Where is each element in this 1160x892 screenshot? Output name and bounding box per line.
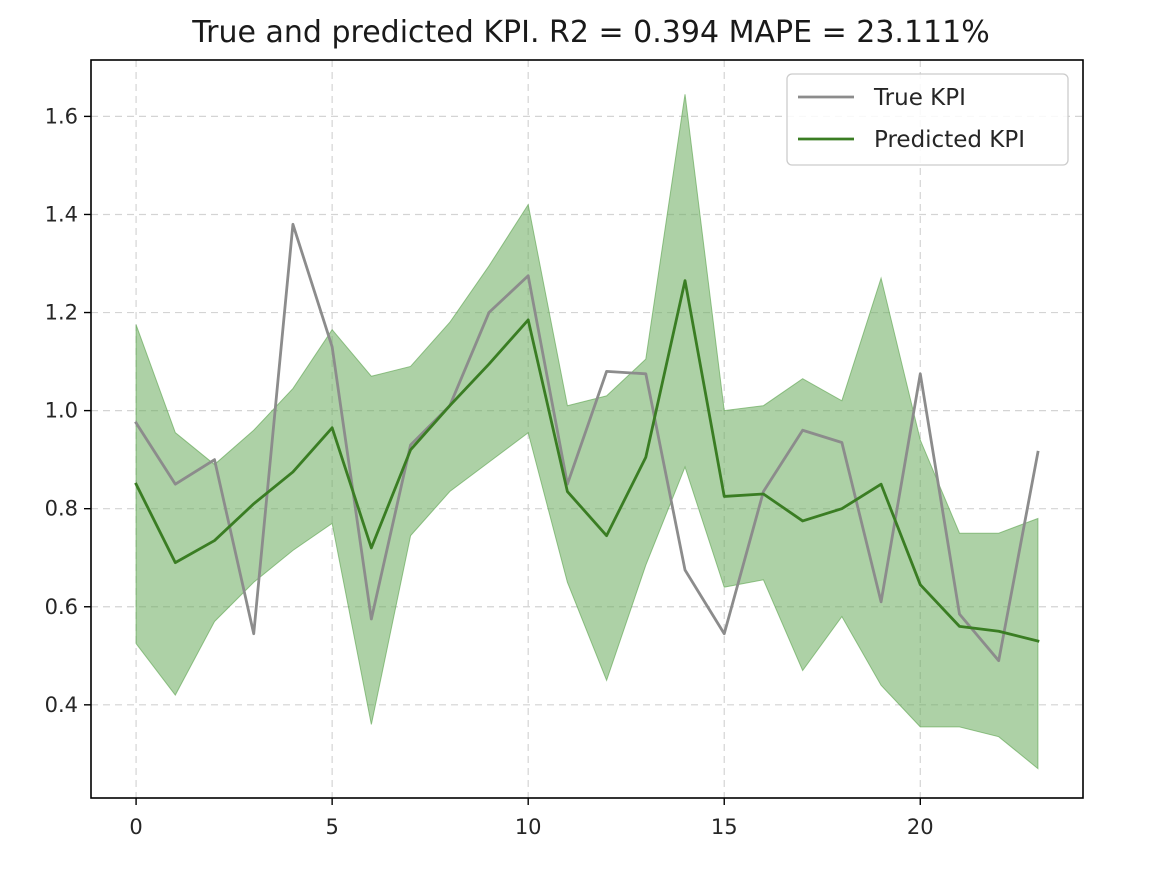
y-tick-label: 0.4: [45, 693, 78, 717]
plot-frame: [90, 59, 1084, 799]
x-tick-label: 10: [515, 815, 542, 839]
series-line-predicted-kpi: [134, 279, 1040, 643]
series-lines-layer: [134, 222, 1040, 663]
y-tick-label: 1.2: [45, 301, 78, 325]
y-tick-label: 1.6: [45, 104, 78, 128]
legend-label-true-kpi: True KPI: [873, 85, 966, 111]
y-tick-label: 1.0: [45, 399, 78, 423]
x-axis: 0 5 10 15 20: [129, 798, 934, 839]
x-tick-label: 0: [129, 815, 142, 839]
y-tick-label: 0.6: [45, 595, 78, 619]
y-tick-label: 0.8: [45, 497, 78, 521]
x-tick-label: 15: [711, 815, 738, 839]
x-tick-label: 20: [907, 815, 934, 839]
y-tick-label: 1.4: [45, 202, 78, 226]
chart-title: True and predicted KPI. R2 = 0.394 MAPE …: [191, 15, 989, 50]
legend-box: [786, 73, 1069, 166]
x-tick-label: 5: [325, 815, 338, 839]
legend: True KPI Predicted KPI: [786, 73, 1069, 166]
legend-label-predicted-kpi: Predicted KPI: [874, 127, 1025, 153]
series-line-true-kpi: [134, 222, 1040, 663]
y-axis: 0.4 0.6 0.8 1.0 1.2 1.4 1.6: [45, 104, 91, 717]
